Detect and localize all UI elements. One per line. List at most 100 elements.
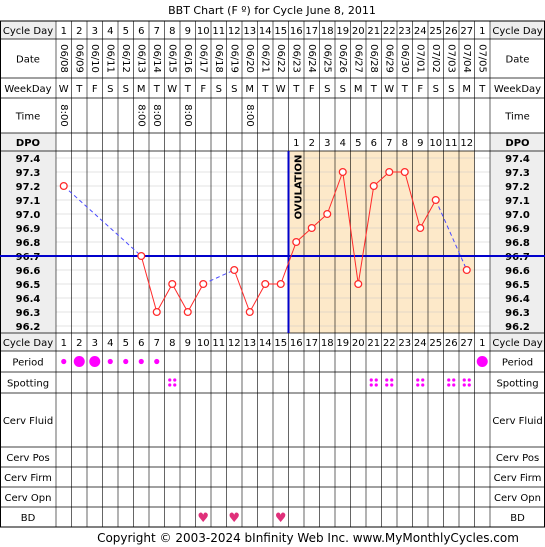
temp-label-left: 96.8	[16, 238, 41, 249]
row-background-bd	[0, 507, 545, 527]
row-background-cerv_firm	[0, 467, 545, 487]
period-marker	[123, 358, 129, 365]
cycle-day-tick: 1	[61, 26, 67, 37]
row-label-left-date: Date	[16, 55, 40, 66]
row-label-left-cerv_fluid: Cerv Fluid	[3, 416, 53, 427]
temp-label-right: 96.6	[505, 266, 530, 277]
date-label: 06/21	[259, 44, 270, 73]
row-label-left-weekday: WeekDay	[4, 84, 51, 95]
row-label-left-cycle_day: Cycle Day	[3, 26, 53, 37]
dpo-label: 8	[402, 138, 408, 149]
row-background-spotting	[0, 372, 545, 393]
row-label-right-time: Time	[504, 112, 529, 123]
time-label: 8:00	[182, 104, 193, 126]
row-label-left-dpo: DPO	[16, 138, 40, 149]
label-cell-bg	[0, 133, 56, 151]
temp-point	[431, 195, 440, 205]
temp-point	[416, 223, 425, 233]
weekday-label: S	[448, 84, 454, 95]
label-cell-bg	[490, 133, 545, 151]
cycle-day-tick: 23	[398, 338, 411, 349]
temp-label-right: 96.5	[505, 280, 530, 291]
period-marker	[138, 358, 144, 365]
temp-gap-line	[63, 185, 142, 257]
row-label-right-spotting: Spotting	[496, 379, 538, 390]
temp-label-left: 96.2	[16, 322, 41, 333]
temp-label-right: 96.4	[505, 294, 530, 305]
cycle-day-tick: 17	[305, 338, 318, 349]
cycle-day-tick: 21	[367, 338, 380, 349]
row-label-left-cerv_pos: Cerv Pos	[6, 453, 49, 464]
temp-point	[183, 307, 192, 317]
cycle-day-tick: 5	[123, 338, 129, 349]
cycle-day-tick: 1	[479, 338, 485, 349]
bd-heart: ♥	[197, 511, 209, 526]
row-label-right-period: Period	[502, 358, 533, 369]
ovulation-label: OVULATION	[294, 155, 305, 220]
cycle-day-tick: 21	[367, 26, 380, 37]
cycle-day-tick: 6	[138, 26, 144, 37]
date-label: 06/14	[151, 44, 162, 73]
spotting-dot	[173, 383, 177, 387]
cycle-day-tick: 1	[61, 338, 67, 349]
weekday-label: S	[123, 84, 129, 95]
cycle-day-tick: 16	[290, 26, 303, 37]
spotting-dot	[390, 383, 394, 387]
spotting-dot	[168, 378, 172, 382]
temp-point	[369, 181, 378, 191]
row-label-left-cerv_firm: Cerv Firm	[4, 473, 52, 484]
dpo-label: 1	[293, 138, 299, 149]
label-cell-bg	[0, 21, 56, 39]
date-label: 06/09	[73, 44, 84, 73]
row-background-cycle_day2	[0, 333, 545, 351]
period-marker	[89, 356, 101, 367]
spotting-dot	[385, 383, 389, 387]
row-label-right-dpo: DPO	[505, 138, 529, 149]
time-label: 8:00	[244, 104, 255, 126]
date-label: 06/23	[290, 44, 301, 73]
cycle-day-tick: 27	[460, 338, 473, 349]
temp-label-left: 97.4	[16, 154, 41, 165]
temp-label-left: 97.0	[16, 210, 41, 221]
cycle-day-tick: 9	[185, 338, 191, 349]
dpo-label: 10	[429, 138, 442, 149]
bd-heart: ♥	[228, 511, 240, 526]
date-label: 07/05	[476, 44, 487, 73]
cycle-day-tick: 14	[259, 338, 272, 349]
row-label-right-cycle_day2: Cycle Day	[492, 338, 542, 349]
spotting-dot	[390, 378, 394, 382]
spotting-dot	[416, 383, 420, 387]
weekday-label: S	[107, 84, 113, 95]
chart-background	[0, 21, 545, 527]
cycle-day-tick: 16	[290, 338, 303, 349]
date-label: 06/17	[197, 44, 208, 73]
date-label: 06/26	[337, 44, 348, 73]
row-background-time	[0, 98, 545, 133]
weekday-label: F	[92, 84, 98, 95]
spotting-dot	[416, 378, 420, 382]
dpo-label: 3	[324, 138, 330, 149]
period-marker	[476, 356, 488, 367]
row-background-dpo	[0, 133, 545, 151]
temp-label-left: 96.3	[16, 308, 41, 319]
cycle-day-tick: 20	[352, 26, 365, 37]
weekday-label: T	[184, 84, 192, 95]
temp-label-left: 96.4	[16, 294, 41, 305]
spotting-dot	[447, 378, 451, 382]
temp-point	[230, 265, 239, 275]
spotting-dot	[421, 383, 425, 387]
temp-label-right: 97.0	[505, 210, 530, 221]
dpo-label: 2	[309, 138, 315, 149]
date-label: 06/19	[228, 44, 239, 73]
temp-line-segment	[419, 199, 437, 229]
date-label: 06/28	[368, 44, 379, 73]
temp-line-segment	[326, 171, 344, 215]
row-label-left-cycle_day2: Cycle Day	[3, 338, 53, 349]
dpo-label: 12	[460, 138, 473, 149]
dpo-label: 5	[355, 138, 361, 149]
temp-point	[276, 279, 285, 289]
row-label-left-spotting: Spotting	[7, 379, 49, 390]
weekday-label: F	[200, 84, 206, 95]
cycle-day-tick: 3	[92, 26, 98, 37]
period-marker	[61, 358, 67, 365]
